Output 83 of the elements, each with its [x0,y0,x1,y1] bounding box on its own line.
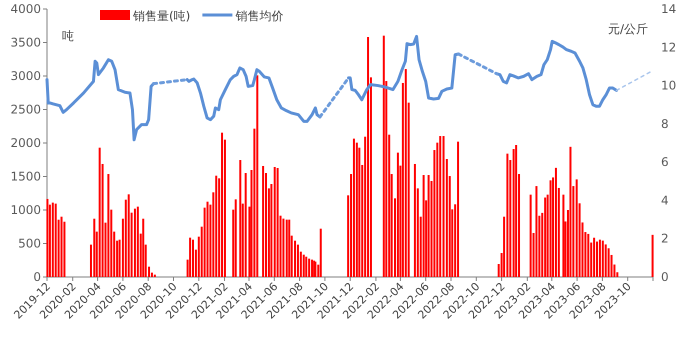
bar [382,36,385,277]
bar [320,228,322,277]
y2-tick-label: 14 [661,2,676,16]
bar [535,186,538,277]
bar [602,240,604,277]
y-tick-label: 500 [18,236,41,250]
bar [234,199,237,277]
y2-tick-label: 4 [661,193,669,208]
bar [512,149,515,277]
legend-label: 销售均价 [234,9,284,23]
bar [286,220,288,277]
y2-tick-label: 0 [661,270,669,284]
bar [288,220,290,277]
bar [134,208,136,277]
legend-label: 销售量(吨) [132,9,190,23]
bar [107,174,110,277]
bar [98,148,101,277]
bar [215,176,218,277]
y2-tick-label: 6 [661,155,669,170]
bar [457,142,460,277]
bar [276,168,279,277]
y2-tick-label: 2 [661,232,669,246]
bar [192,240,194,277]
bar [54,204,57,277]
bar [52,202,54,277]
y-tick-label: 3000 [10,69,41,83]
y-tick-label: 2000 [10,136,41,150]
bar [422,175,425,277]
bar [550,180,552,277]
y2-tick-label: 12 [661,40,676,54]
y-tick-label: 3500 [10,36,41,50]
bar [598,240,601,277]
bar [404,69,407,277]
y-tick-label: 1000 [10,203,41,217]
bar [396,152,399,277]
bar [302,254,305,277]
bar [305,256,308,277]
bar [46,198,48,277]
y-tick-label: 2500 [10,102,41,116]
bar [262,166,264,277]
bar [308,258,310,277]
bar [142,218,144,277]
bar [60,216,63,277]
bar [596,242,598,277]
bar [515,145,518,277]
bar [587,234,590,277]
bar [256,75,258,277]
y-axis-title: 吨 [62,29,74,43]
bar [356,142,358,277]
bar [367,37,370,277]
y2-axis-title: 元/公斤 [608,22,648,36]
bar [562,194,564,277]
bar [506,154,508,277]
y-tick-label: 0 [33,270,41,284]
bar [282,218,284,277]
bar [442,136,445,277]
bar [128,194,130,277]
bar [576,179,578,277]
bar [428,175,430,277]
bar [608,248,610,277]
bar [439,136,442,277]
y2-tick-label: 8 [661,116,669,131]
bar [352,138,355,277]
bar [189,238,192,277]
bar [652,234,654,277]
bar [274,166,276,277]
bar [221,132,224,277]
y2-tick-label: 10 [661,78,676,93]
bar [604,244,607,277]
y-tick-label: 1500 [10,170,41,184]
bar [569,146,572,277]
bar [239,160,242,277]
bar [593,238,596,277]
bar [544,198,546,277]
bar [414,164,416,277]
bar [206,202,209,277]
bar [93,218,96,277]
bar [554,168,557,277]
bar [244,173,247,277]
bar [296,244,299,277]
bar [530,194,532,277]
bar [136,206,139,277]
y-tick-label: 4000 [10,2,41,16]
